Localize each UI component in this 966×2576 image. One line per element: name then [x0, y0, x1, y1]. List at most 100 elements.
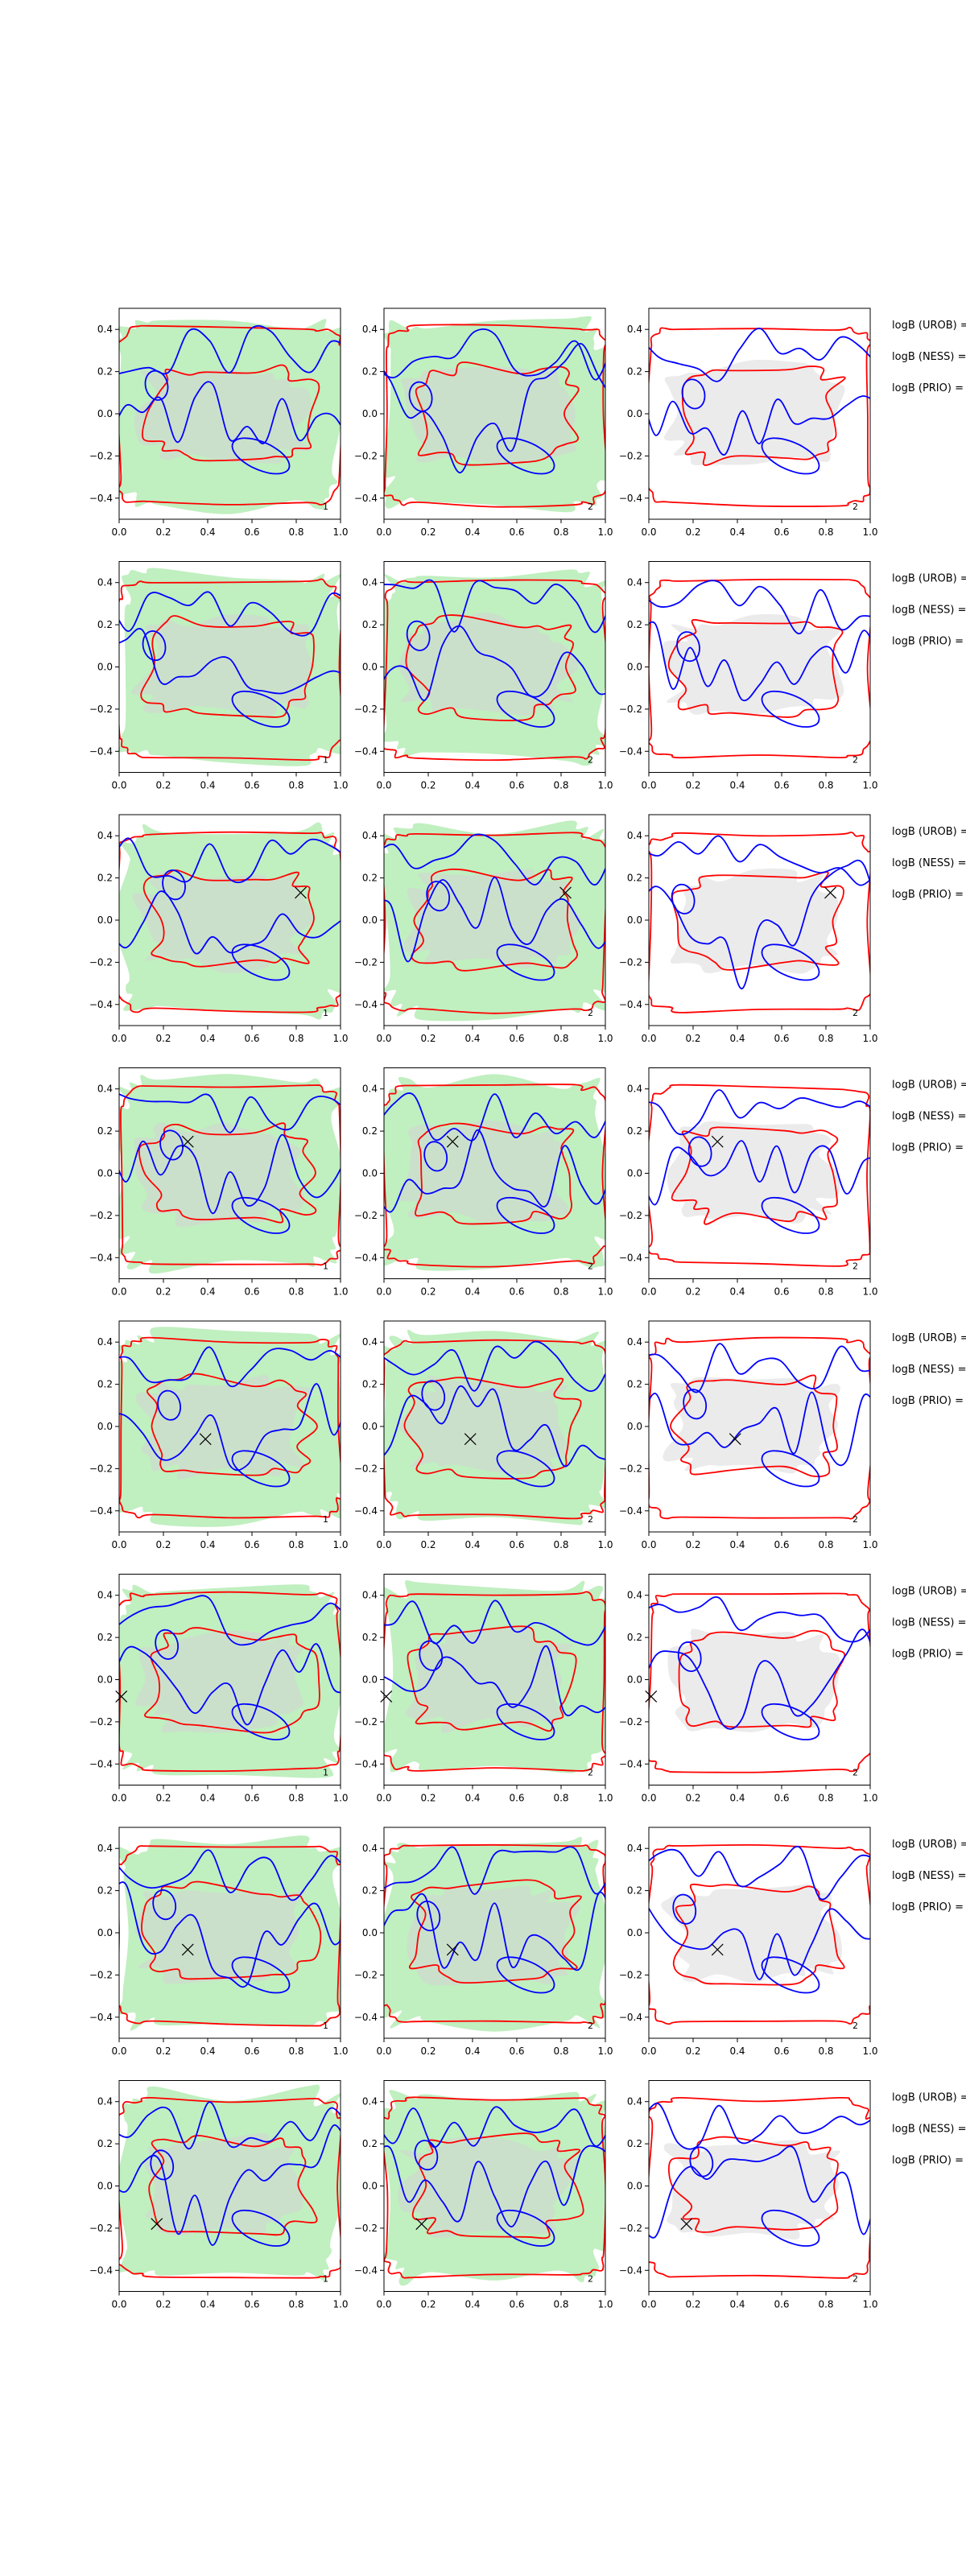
- panel-number-label: 1: [323, 2274, 328, 2285]
- legend-label-1: logB (UROB) =: [892, 573, 966, 585]
- red-outer-contour: [649, 578, 870, 759]
- y-tick-label: 0.4: [362, 577, 378, 588]
- blue-small-loop-contour: [408, 381, 433, 412]
- panel-r8-c2: 0.0 0.2 0.4 0.6 0.8 1.0 0.4 0.2 0.0 −0.2 −0.4 2: [354, 2080, 613, 2310]
- panel-number-label: 2: [588, 2274, 593, 2285]
- x-tick-label: 1.0: [862, 1793, 877, 1804]
- plot-area: [649, 832, 870, 1013]
- y-tick-label: 0.2: [97, 1885, 113, 1897]
- y-tick-label: −0.4: [354, 745, 378, 757]
- red-inner-contour: [141, 364, 320, 462]
- blue-small-loop-contour: [159, 1129, 184, 1161]
- blue-wavy-contour: [384, 2145, 605, 2227]
- blue-wavy-contour: [649, 1906, 870, 1980]
- x-tick-label: 1.0: [862, 780, 877, 791]
- blue-ellipse-contour: [231, 1196, 291, 1234]
- legend-row-7: logB (UROB) = logB (NESS) = logB (PRIO) =: [892, 1839, 966, 1913]
- x-tick-label: 0.4: [729, 1539, 745, 1550]
- x-tick-label: 0.4: [200, 1793, 215, 1804]
- x-tick-label: 0.8: [288, 526, 303, 538]
- y-tick-label: −0.4: [89, 1252, 113, 1263]
- panel-r1-c3: 0.0 0.2 0.4 0.6 0.8 1.0 0.4 0.2 0.0 −0.2 −0.4 2: [619, 308, 878, 538]
- x-tick-label: 0.2: [155, 1539, 171, 1550]
- panel-r6-c2: 0.0 0.2 0.4 0.6 0.8 1.0 0.4 0.2 0.0 −0.2 −0.4 2: [354, 1574, 613, 1804]
- blue-upper-contour: [384, 1340, 605, 1393]
- y-tick-label: −0.2: [354, 1969, 378, 1980]
- x-tick-label: 0.4: [200, 780, 215, 791]
- panel-r6-c3: 0.0 0.2 0.4 0.6 0.8 1.0 0.4 0.2 0.0 −0.2 −0.4 2: [619, 1574, 878, 1804]
- x-tick-label: 0.0: [111, 2299, 126, 2310]
- blue-upper-contour: [119, 591, 341, 637]
- y-tick-label: −0.2: [89, 956, 113, 968]
- blue-wavy-contour: [119, 381, 341, 444]
- x-marker: [181, 1135, 194, 1148]
- x-tick-label: 0.4: [464, 1286, 480, 1298]
- y-tick-label: 0.4: [97, 830, 113, 841]
- blue-upper-contour: [384, 328, 605, 381]
- red-inner-contour: [678, 1629, 846, 1728]
- y-tick-label: 0.4: [627, 2096, 642, 2107]
- x-tick-label: 0.4: [729, 780, 745, 791]
- x-tick-label: 0.0: [376, 780, 391, 791]
- panel-r1-c2: 0.0 0.2 0.4 0.6 0.8 1.0 0.4 0.2 0.0 −0.2 −0.4 2: [354, 308, 613, 538]
- blue-upper-contour: [649, 1845, 870, 1901]
- y-tick-label: 0.2: [362, 1632, 378, 1643]
- blue-small-loop-contour: [689, 2146, 714, 2178]
- legend-label-1: logB (UROB) =: [892, 2092, 966, 2104]
- plot-area: [649, 1336, 870, 1520]
- x-tick-label: 0.4: [200, 526, 215, 538]
- red-inner-contour: [138, 1122, 317, 1224]
- x-tick-label: 1.0: [862, 2299, 877, 2310]
- blue-small-loop-contour: [671, 883, 696, 914]
- x-tick-label: 1.0: [597, 526, 613, 538]
- blue-wavy-contour: [649, 621, 870, 702]
- blue-ellipse-contour: [496, 1450, 555, 1488]
- y-tick-label: 0.4: [97, 2096, 113, 2107]
- blue-upper-contour: [119, 2101, 341, 2150]
- y-tick-label: 0.2: [97, 619, 113, 630]
- y-tick-label: 0.0: [97, 1421, 113, 1432]
- y-tick-label: 0.4: [627, 1336, 642, 1348]
- y-tick-label: 0.2: [97, 366, 113, 378]
- y-tick-label: −0.2: [354, 2223, 378, 2234]
- y-tick-label: 0.2: [362, 873, 378, 884]
- x-tick-label: 0.0: [376, 1793, 391, 1804]
- y-tick-label: −0.2: [89, 2223, 113, 2234]
- y-tick-label: −0.4: [89, 2012, 113, 2023]
- x-tick-label: 0.0: [641, 780, 656, 791]
- x-tick-label: 1.0: [332, 2046, 348, 2057]
- x-tick-label: 0.6: [509, 526, 524, 538]
- x-tick-label: 0.4: [729, 1033, 745, 1044]
- blue-wavy-contour: [119, 2124, 341, 2246]
- y-tick-label: 0.2: [627, 1885, 642, 1897]
- y-tick-label: −0.4: [619, 2264, 642, 2276]
- blue-small-loop-contour: [142, 630, 167, 662]
- y-tick-label: 0.2: [627, 619, 642, 630]
- legend-label-3: logB (PRIO) =: [892, 1649, 964, 1661]
- y-tick-label: 0.2: [97, 1125, 113, 1137]
- x-tick-label: 0.4: [200, 1539, 215, 1550]
- red-outer-contour: [649, 832, 870, 1013]
- gray-density-region: [398, 1375, 570, 1475]
- blue-wavy-contour: [384, 1385, 605, 1468]
- x-tick-label: 0.6: [244, 526, 259, 538]
- y-tick-label: 0.0: [362, 1927, 378, 1938]
- plot-area: [384, 316, 605, 513]
- x-marker: [181, 1943, 194, 1956]
- x-tick-label: 1.0: [862, 526, 877, 538]
- panel-r5-c3: 0.0 0.2 0.4 0.6 0.8 1.0 0.4 0.2 0.0 −0.2 −0.4 2: [619, 1320, 878, 1550]
- red-inner-contour: [415, 1122, 575, 1225]
- y-tick-label: 0.4: [362, 1843, 378, 1854]
- y-tick-label: −0.4: [354, 1758, 378, 1769]
- red-outer-contour: [384, 2096, 605, 2279]
- panel-r4-c1: 0.0 0.2 0.4 0.6 0.8 1.0 0.4 0.2 0.0 −0.2 −0.4 1: [89, 1067, 349, 1298]
- blue-ellipse-contour: [496, 690, 555, 728]
- y-tick-label: 0.2: [362, 1379, 378, 1390]
- red-inner-contour: [411, 868, 578, 972]
- panel-number-label: 2: [588, 755, 593, 766]
- legend-row-4: logB (UROB) = logB (NESS) = logB (PRIO) =: [892, 1080, 966, 1154]
- x-tick-label: 1.0: [862, 1539, 877, 1550]
- y-tick-label: 0.4: [97, 324, 113, 335]
- x-tick-label: 0.8: [288, 1539, 303, 1550]
- legend-label-3: logB (PRIO) =: [892, 382, 964, 394]
